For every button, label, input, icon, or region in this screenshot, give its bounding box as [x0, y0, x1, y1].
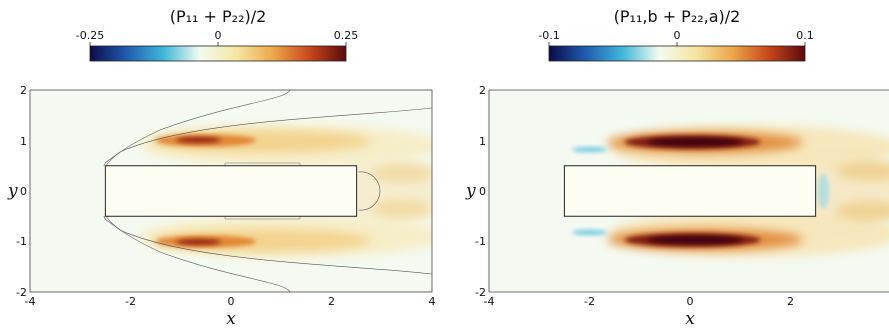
svg-text:0: 0 [479, 185, 486, 198]
field-base-cool [817, 173, 830, 209]
svg-text:-2: -2 [16, 286, 27, 299]
right-xlabel: x [685, 309, 695, 329]
field-wake-lower [835, 201, 889, 222]
field-wake-lower [371, 199, 432, 218]
field-wake-upper [371, 164, 432, 183]
field-lower-peak [175, 238, 221, 246]
svg-text:1: 1 [479, 135, 486, 148]
left-field [140, 124, 432, 258]
svg-text:2: 2 [787, 295, 794, 308]
svg-text:-2: -2 [125, 295, 136, 308]
field-lower-peak [647, 235, 743, 245]
field-upper-peak [647, 137, 743, 147]
left-x-ticks: -4 -2 0 2 4 [25, 295, 436, 308]
svg-text:2: 2 [479, 84, 486, 97]
left-colorbar [89, 45, 347, 62]
svg-text:-4: -4 [25, 295, 36, 308]
field-wake-upper [835, 160, 889, 181]
left-panel: (P₁₁ + P₂₂)/2 -0.25 0 0.25 -4 -2 0 2 4 [7, 7, 436, 329]
svg-text:0: 0 [20, 185, 27, 198]
left-y-ticks: 2 1 0 -1 -2 [16, 84, 27, 299]
svg-text:-2: -2 [584, 295, 595, 308]
svg-text:2: 2 [20, 84, 27, 97]
svg-text:-2: -2 [475, 286, 486, 299]
right-ylabel: y [465, 181, 476, 201]
right-cb-tick-max: 0.1 [796, 29, 814, 42]
svg-text:0: 0 [228, 295, 235, 308]
field-upper-peak [175, 136, 221, 144]
left-ylabel: y [7, 181, 18, 201]
field-upper-cool [571, 147, 608, 153]
left-cb-tick-min: -0.25 [76, 29, 104, 42]
right-colorbar [548, 45, 806, 62]
svg-text:0: 0 [687, 295, 694, 308]
svg-text:1: 1 [20, 135, 27, 148]
svg-text:4: 4 [429, 295, 436, 308]
left-cb-tick-max: 0.25 [334, 29, 359, 42]
svg-text:-1: -1 [16, 235, 27, 248]
right-x-ticks: -4 -2 0 2 [484, 295, 794, 308]
left-obstacle [104, 165, 358, 217]
left-xlabel: x [226, 309, 236, 329]
svg-text:2: 2 [328, 295, 335, 308]
right-field [571, 125, 889, 257]
right-title: (P₁₁,b + P₂₂,a)/2 [614, 7, 741, 26]
left-cb-tick-mid: 0 [215, 29, 222, 42]
right-y-ticks: 2 1 0 -1 -2 [475, 84, 486, 299]
svg-text:-1: -1 [475, 235, 486, 248]
svg-text:-4: -4 [484, 295, 495, 308]
right-panel: (P₁₁,b + P₂₂,a)/2 -0.1 0 0.1 -4 -2 0 2 2… [465, 7, 889, 329]
right-cb-tick-min: -0.1 [538, 29, 559, 42]
field-lower-cool [571, 229, 608, 235]
left-title: (P₁₁ + P₂₂)/2 [170, 7, 267, 26]
right-obstacle [563, 165, 817, 217]
right-cb-tick-mid: 0 [674, 29, 681, 42]
